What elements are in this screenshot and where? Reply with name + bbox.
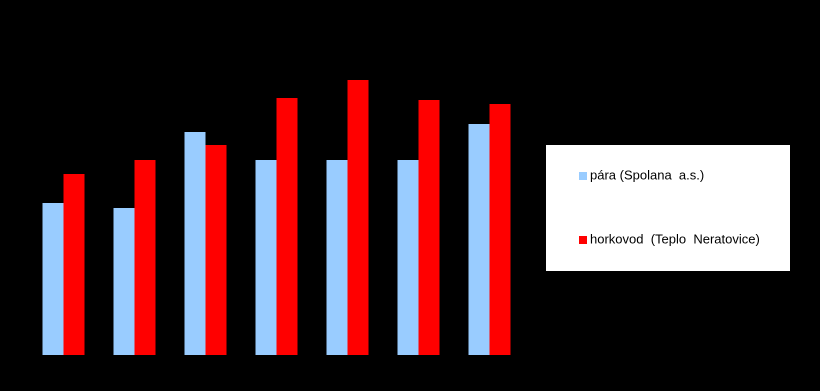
- bar: [63, 174, 85, 355]
- bar: [42, 203, 64, 355]
- legend-swatch: [579, 172, 587, 180]
- bar: [468, 124, 490, 355]
- bar: [276, 98, 298, 355]
- bar: [134, 160, 156, 355]
- legend-swatch: [579, 236, 587, 244]
- bar: [326, 160, 348, 355]
- legend-box: [546, 145, 790, 271]
- bar: [255, 160, 277, 355]
- bar: [347, 80, 369, 355]
- bar: [205, 145, 227, 355]
- bar: [397, 160, 419, 355]
- bar: [184, 132, 206, 355]
- bar: [113, 208, 135, 355]
- bar: [489, 104, 511, 355]
- legend-label: horkovod (Teplo Neratovice): [590, 231, 760, 246]
- legend-label: pára (Spolana a.s.): [590, 167, 704, 182]
- bar: [418, 100, 440, 355]
